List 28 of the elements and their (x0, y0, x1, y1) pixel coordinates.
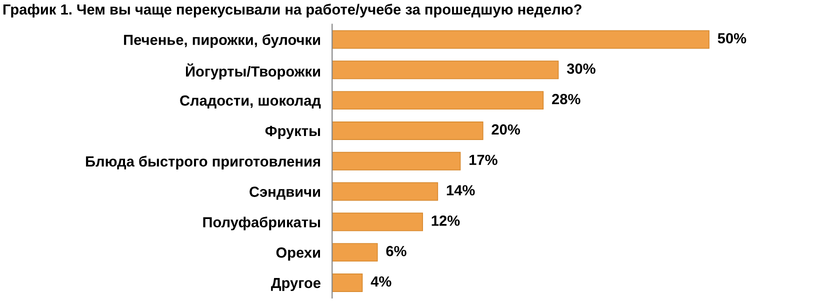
y-tick-label: Блюда быстрого приготовления (86, 156, 320, 170)
y-tick-label: Другое (271, 278, 321, 292)
bar (332, 30, 710, 49)
data-label: 14% (446, 185, 475, 196)
data-label: 20% (492, 124, 520, 135)
data-label: 17% (470, 154, 498, 166)
data-label: 30% (566, 64, 596, 74)
y-tick-label: Фрукты (265, 126, 320, 140)
data-label: 4% (370, 276, 392, 287)
data-label: 6% (386, 246, 406, 256)
bar (332, 121, 484, 140)
y-tick-label: Полуфабрикаты (203, 216, 320, 230)
y-tick-label: Йогурты/Творожки (186, 63, 320, 80)
bar (332, 273, 363, 292)
bar (332, 152, 461, 170)
bar (332, 243, 378, 262)
bar (332, 182, 438, 201)
bar (332, 91, 544, 110)
y-tick-label: Сэндвичи (250, 186, 320, 200)
y-tick-label: Сладости, шоколад (180, 95, 321, 109)
data-label: 28% (552, 94, 580, 104)
bar (332, 60, 559, 80)
data-label: 50% (718, 33, 746, 44)
data-label: 12% (432, 216, 460, 226)
y-tick-label: Орехи (276, 247, 320, 261)
chart-title: График 1. Чем вы чаще перекусывали на работе/учебе за прошедшую неделю? (3, 4, 582, 18)
y-tick-label: Печенье, пирожки, булочки (124, 34, 320, 48)
bar (332, 212, 423, 232)
